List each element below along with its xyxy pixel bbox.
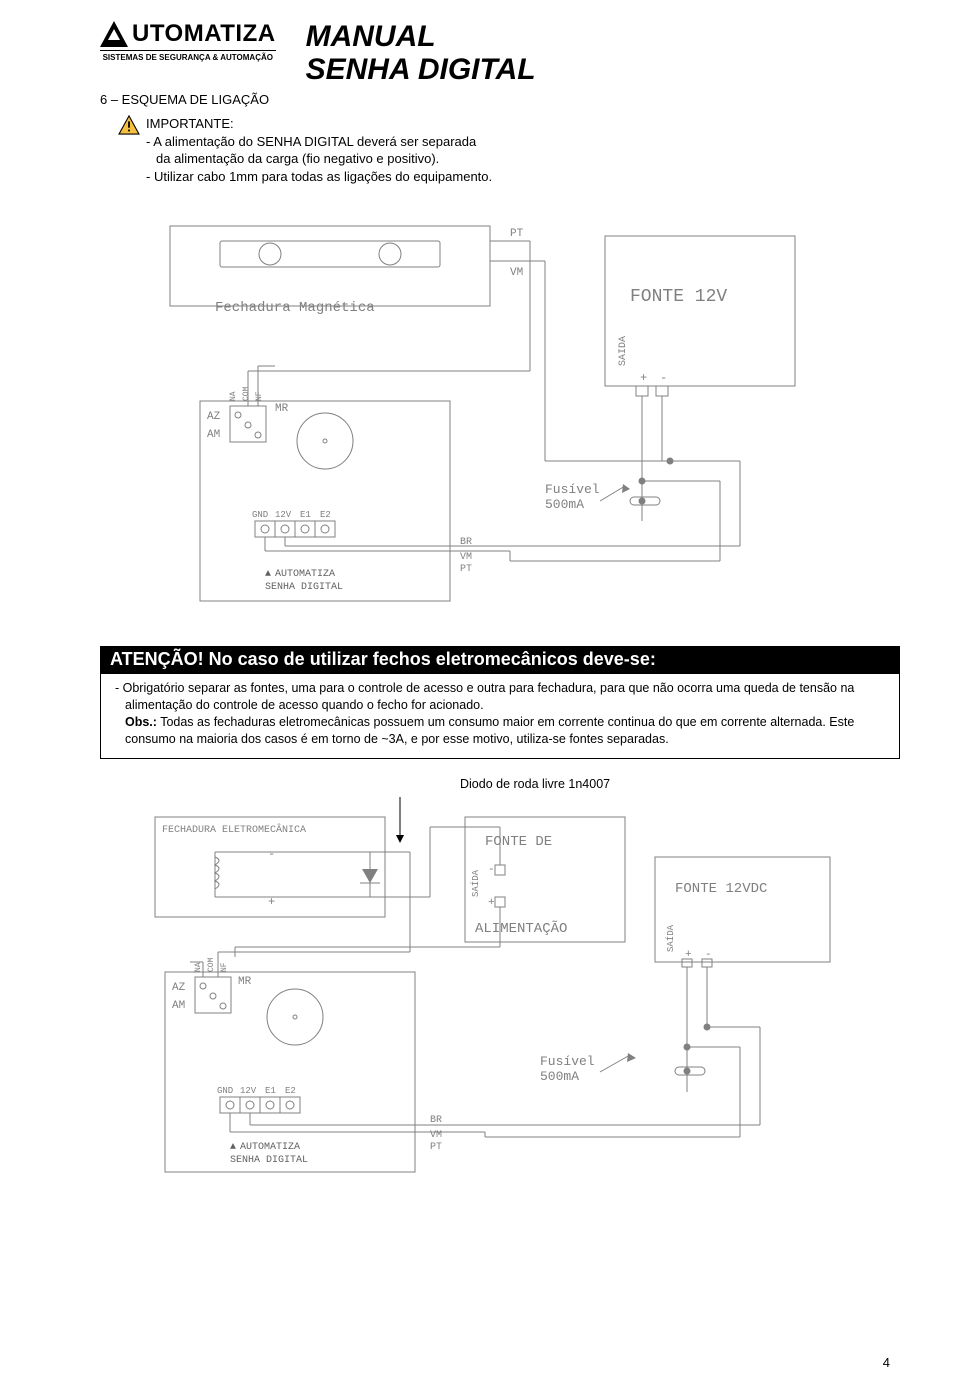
svg-text:VM: VM <box>430 1130 442 1141</box>
svg-text:AUTOMATIZA: AUTOMATIZA <box>240 1142 300 1153</box>
svg-text:Fusível: Fusível <box>540 1054 595 1069</box>
svg-text:AUTOMATIZA: AUTOMATIZA <box>275 569 335 580</box>
svg-text:ALIMENTAÇÃO: ALIMENTAÇÃO <box>475 920 567 937</box>
svg-text:SENHA DIGITAL: SENHA DIGITAL <box>230 1155 308 1166</box>
doc-title-line: SENHA DIGITAL <box>306 53 536 86</box>
svg-text:FONTE DE: FONTE DE <box>485 834 552 850</box>
page-number: 4 <box>883 1355 890 1370</box>
svg-text:▲: ▲ <box>265 569 271 580</box>
attention-heading: ATENÇÃO! No caso de utilizar fechos elet… <box>100 646 900 673</box>
svg-text:SAIDA: SAIDA <box>618 336 629 366</box>
important-line: - Utilizar cabo 1mm para todas as ligaçõ… <box>146 169 492 184</box>
wire-label-pt: PT <box>510 228 524 240</box>
svg-text:NA: NA <box>229 391 238 401</box>
wiring-diagram-magnetic-lock: Fechadura Magnética PT VM FONTE 12V SAID… <box>100 201 860 631</box>
attention-text: Todas as fechaduras eletromecânicas poss… <box>125 715 854 746</box>
doc-title-line: MANUAL <box>306 20 536 53</box>
svg-text:SENHA DIGITAL: SENHA DIGITAL <box>265 582 343 593</box>
svg-text:SAÍDA: SAÍDA <box>665 924 676 952</box>
svg-text:AZ: AZ <box>172 982 186 994</box>
logo-triangle-icon <box>100 21 128 47</box>
svg-text:FONTE 12V: FONTE 12V <box>630 287 727 307</box>
svg-text:AZ: AZ <box>207 411 221 423</box>
logo-wordmark: UTOMATIZA <box>132 20 276 48</box>
svg-text:E2: E2 <box>285 1086 296 1096</box>
svg-text:12V: 12V <box>275 510 292 520</box>
svg-text:E1: E1 <box>265 1086 276 1096</box>
svg-text:-: - <box>660 371 667 385</box>
svg-text:BR: BR <box>460 537 472 548</box>
svg-text:MR: MR <box>275 403 289 415</box>
document-title: MANUAL SENHA DIGITAL <box>306 20 536 86</box>
svg-text:NF: NF <box>220 962 229 972</box>
diode-callout: Diodo de roda livre 1n4007 <box>460 777 900 791</box>
wiring-diagram-electromechanical-lock: FECHADURA ELETROMECÂNICA - + FONTE DE AL… <box>100 797 860 1192</box>
svg-text:FECHADURA ELETROMECÂNICA: FECHADURA ELETROMECÂNICA <box>162 822 306 836</box>
svg-text:AM: AM <box>207 429 220 441</box>
svg-text:▲: ▲ <box>230 1142 236 1153</box>
warning-icon <box>118 115 140 135</box>
svg-text:PT: PT <box>460 564 472 575</box>
wire-label-vm: VM <box>510 267 523 279</box>
svg-text:VM: VM <box>460 552 472 563</box>
svg-text:Fusível: Fusível <box>545 482 600 497</box>
svg-text:PT: PT <box>430 1142 442 1153</box>
page-header: UTOMATIZA SISTEMAS DE SEGURANÇA & AUTOMA… <box>100 20 900 86</box>
important-block: IMPORTANTE: - A alimentação do SENHA DIG… <box>118 115 900 185</box>
svg-text:500mA: 500mA <box>540 1069 579 1084</box>
brand-logo: UTOMATIZA SISTEMAS DE SEGURANÇA & AUTOMA… <box>100 20 276 62</box>
svg-text:NA: NA <box>194 962 203 972</box>
svg-text:COM: COM <box>242 387 251 402</box>
svg-text:MR: MR <box>238 976 252 988</box>
svg-text:E1: E1 <box>300 510 311 520</box>
svg-text:+: + <box>640 371 647 385</box>
svg-text:NF: NF <box>255 391 264 401</box>
svg-text:-: - <box>488 864 495 876</box>
svg-text:500mA: 500mA <box>545 497 584 512</box>
svg-text:Fechadura Magnética: Fechadura Magnética <box>215 300 375 316</box>
svg-text:COM: COM <box>207 957 216 972</box>
attention-text: - Obrigatório separar as fontes, uma par… <box>115 681 854 695</box>
important-line: da alimentação da carga (fio negativo e … <box>156 151 439 166</box>
svg-text:-: - <box>268 847 275 861</box>
svg-text:12V: 12V <box>240 1086 257 1096</box>
svg-text:GND: GND <box>252 510 268 520</box>
section-heading: 6 – ESQUEMA DE LIGAÇÃO <box>100 92 900 107</box>
attention-text: alimentação do controle de acesso quando… <box>125 698 484 712</box>
svg-text:+: + <box>488 897 495 909</box>
svg-text:AM: AM <box>172 1000 185 1012</box>
svg-text:E2: E2 <box>320 510 331 520</box>
obs-label: Obs.: <box>125 715 157 729</box>
svg-text:BR: BR <box>430 1115 442 1126</box>
svg-text:FONTE 12VDC: FONTE 12VDC <box>675 881 767 897</box>
attention-box: - Obrigatório separar as fontes, uma par… <box>100 673 900 759</box>
important-line: - A alimentação do SENHA DIGITAL deverá … <box>146 134 476 149</box>
important-label: IMPORTANTE: <box>146 116 234 131</box>
logo-tagline: SISTEMAS DE SEGURANÇA & AUTOMAÇÃO <box>100 50 276 62</box>
svg-text:GND: GND <box>217 1086 233 1096</box>
svg-text:SAÍDA: SAÍDA <box>470 869 481 897</box>
